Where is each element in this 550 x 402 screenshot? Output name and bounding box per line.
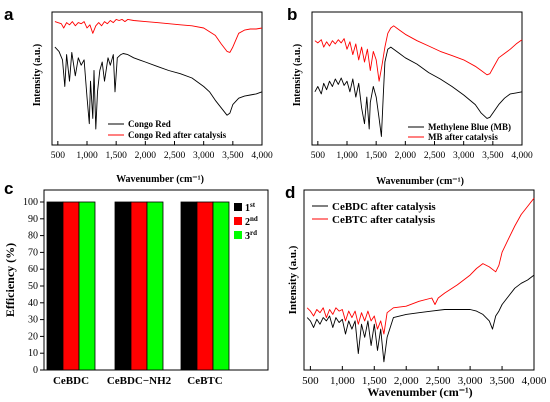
panel-a-xtick-label: 3,500	[222, 151, 244, 161]
panel-c-bar-2-3	[146, 201, 164, 371]
panel-b-series-2-line	[314, 25, 523, 82]
panel-a-legend: Congo Red Congo Red after catalysis	[108, 119, 227, 140]
panel-c-legend-label-3-num: 3	[245, 231, 250, 242]
panel-c-legend-swatch-2	[234, 217, 242, 225]
panel-c-bar-3-1	[180, 201, 198, 371]
panel-a-frame	[51, 11, 263, 146]
panel-a-letter: a	[4, 5, 14, 24]
panel-a-series-2-line	[54, 18, 263, 53]
panel-d-legend-label-2: CeBTC after catalysis	[332, 214, 436, 226]
panel-c-bar-1-2	[62, 201, 80, 371]
panel-a-xlabel: Wavenumber (cm⁻¹)	[116, 174, 204, 185]
panel-a-plot-area: 500 1,000 1,500 2,000 2,500 3,000 3,500 4,000	[51, 11, 273, 161]
panel-c-ytick-label: 50	[28, 281, 38, 292]
panel-c-ytick-label: 80	[28, 231, 38, 242]
panel-d: d 500 1,000 1,500 2,000 2,500 3,000 3,500 4,000…	[285, 183, 547, 399]
panel-d-xtick-label: 1,000	[330, 375, 355, 387]
panel-c-ytick-label: 100	[23, 197, 38, 208]
panel-c-legend-label-2-sup: nd	[250, 215, 258, 223]
panel-d-xlabel: Wavenumber (cm⁻¹)	[367, 385, 472, 399]
panel-b-ylabel: Intensity (a.u.)	[292, 44, 303, 107]
panel-c-legend: 1st 2nd 3rd	[234, 201, 258, 242]
panel-b-xtick-label: 3,500	[482, 151, 504, 161]
panel-c-legend-label-3-sup: rd	[250, 229, 257, 237]
panel-d-letter: d	[285, 183, 295, 202]
panel-c-ytick-label: 60	[28, 264, 38, 275]
panel-c: c 0 10 20 30 40 50 60 70 80 90 100 CeBDC CeBDC−NH2 Ce…	[3, 179, 269, 387]
panel-a-xtick-label: 500	[51, 151, 66, 161]
panel-d-series-1-line	[306, 274, 535, 363]
panel-c-plot-area: 0 10 20 30 40 50 60 70 80 90 100 CeBDC CeBDC−NH2 CeBT…	[23, 189, 269, 387]
panel-a-legend-label-1: Congo Red	[128, 119, 171, 129]
panel-b-xtick-label: 500	[311, 151, 326, 161]
panel-c-ylabel: Efficiency (%)	[3, 243, 17, 317]
panel-d-xtick-label: 2,500	[426, 375, 451, 387]
panel-b-legend: Methylene Blue (MB) MB after catalysis	[408, 122, 511, 142]
panel-b-plot-area: 500 1,000 1,500 2,000 2,500 3,000 3,500 4,000	[311, 11, 533, 161]
panel-c-ytick-label: 10	[28, 348, 38, 359]
panel-a-xtick-label: 2,500	[164, 151, 186, 161]
panel-a-xtick-label: 3,000	[193, 151, 215, 161]
panel-c-legend-label-2-num: 2	[245, 217, 250, 228]
panel-b-xlabel: Wavenumber (cm⁻¹)	[376, 176, 464, 187]
panel-a-series-1-line	[54, 46, 263, 130]
panel-c-legend-label-1-sup: st	[250, 201, 256, 209]
panel-d-xtick-label: 2,000	[394, 375, 419, 387]
panel-c-ytick-label: 40	[28, 298, 38, 309]
panel-b-xtick-label: 1,000	[336, 151, 358, 161]
panel-c-category-label: CeBDC−NH2	[107, 375, 172, 387]
panel-d-xtick-label: 4,000	[522, 375, 547, 387]
panel-c-category-label: CeBTC	[187, 375, 223, 387]
panel-d-xtick-label: 3,000	[458, 375, 483, 387]
panel-c-letter: c	[4, 179, 13, 198]
panel-b: b 500 1,000 1,500 2,000 2,500 3,000 3,500 4,000…	[287, 5, 533, 187]
panel-b-series-1-line	[314, 46, 523, 137]
panel-a-ylabel: Intensity (a.u.)	[32, 44, 43, 107]
panel-b-xtick-label: 2,500	[424, 151, 446, 161]
panel-c-ytick-label: 90	[28, 214, 38, 225]
panel-b-xtick-label: 1,500	[365, 151, 387, 161]
panel-a-legend-label-2: Congo Red after catalysis	[128, 130, 227, 140]
panel-d-ylabel: Intensity (a.u.)	[287, 245, 299, 314]
panel-d-series-2-line	[306, 197, 535, 335]
panel-a: a 500 1,000 1,500 2,000 2,500 3,000 3,500 4,000…	[4, 5, 273, 185]
panel-d-xtick-label: 500	[302, 375, 319, 387]
panel-c-category-label: CeBDC	[53, 375, 89, 387]
panel-b-legend-label-1: Methylene Blue (MB)	[428, 122, 511, 132]
panel-b-letter: b	[287, 5, 297, 24]
panel-b-xtick-label: 4,000	[511, 151, 533, 161]
panel-d-xtick-label: 1,500	[362, 375, 387, 387]
panel-a-xtick-label: 1,000	[76, 151, 98, 161]
panel-b-frame	[311, 11, 523, 146]
panel-c-ytick-label: 70	[28, 247, 38, 258]
panel-c-bar-3-2	[196, 201, 214, 371]
panel-d-legend-label-1: CeBDC after catalysis	[332, 201, 436, 213]
panel-a-xtick-label: 2,000	[135, 151, 157, 161]
panel-b-xtick-label: 2,000	[395, 151, 417, 161]
panel-a-xtick-label: 1,500	[105, 151, 127, 161]
panel-c-ytick-label: 20	[28, 331, 38, 342]
panel-a-xtick-label: 4,000	[251, 151, 273, 161]
panel-c-legend-label-2: 2nd	[245, 215, 258, 228]
panel-c-bar-2-1	[114, 201, 132, 371]
panel-c-bar-2-2	[130, 201, 148, 371]
panel-c-legend-label-1-num: 1	[245, 203, 250, 214]
panel-d-legend: CeBDC after catalysis CeBTC after cataly…	[312, 201, 436, 226]
panel-c-bar-1-1	[46, 201, 64, 371]
panel-d-plot-area: 500 1,000 1,500 2,000 2,500 3,000 3,500 4,000	[302, 189, 547, 387]
panel-c-legend-label-1: 1st	[245, 201, 256, 214]
panel-c-bar-3-3	[212, 201, 230, 371]
panel-c-ytick-label: 0	[33, 365, 38, 376]
panel-c-ytick-label: 30	[28, 315, 38, 326]
panel-c-legend-label-3: 3rd	[245, 229, 257, 242]
panel-c-legend-swatch-3	[234, 231, 242, 239]
panel-c-legend-swatch-1	[234, 203, 242, 211]
panel-b-xtick-label: 3,000	[453, 151, 475, 161]
panel-c-bar-1-3	[78, 201, 96, 371]
panel-b-legend-label-2: MB after catalysis	[428, 132, 498, 142]
panel-d-xtick-label: 3,500	[490, 375, 515, 387]
panel-d-frame	[303, 189, 535, 371]
